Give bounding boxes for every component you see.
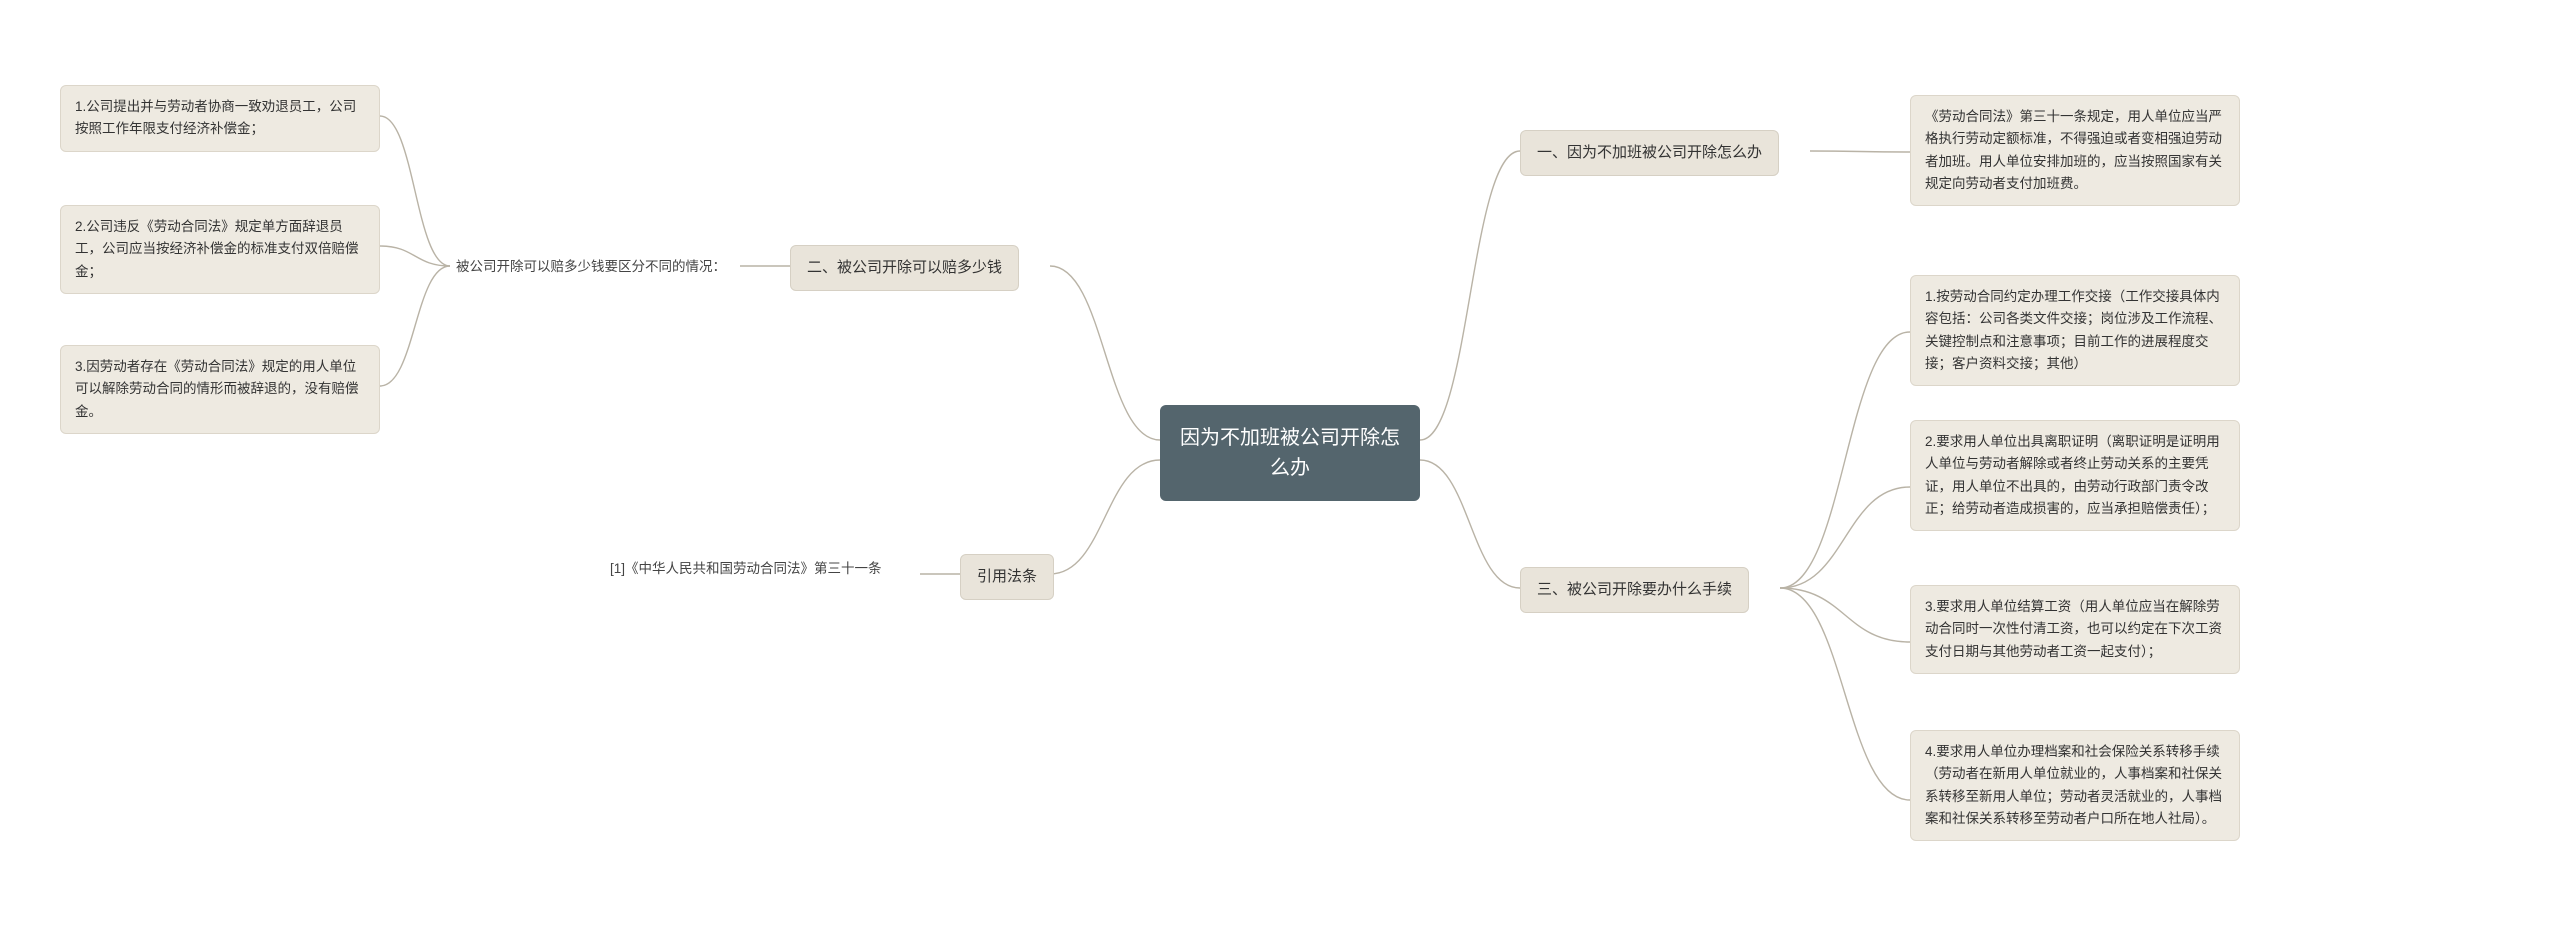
branch-lref: 引用法条: [960, 554, 1054, 600]
branch-l2-sub-text: 被公司开除可以赔多少钱要区分不同的情况：: [456, 259, 726, 274]
branch-r1: 一、因为不加班被公司开除怎么办: [1520, 130, 1779, 176]
leaf-r3-3-text: 4.要求用人单位办理档案和社会保险关系转移手续（劳动者在新用人单位就业的，人事档…: [1925, 744, 2222, 826]
leaf-r3-0-text: 1.按劳动合同约定办理工作交接（工作交接具体内容包括：公司各类文件交接；岗位涉及…: [1925, 289, 2222, 371]
leaf-l2-1: 2.公司违反《劳动合同法》规定单方面辞退员工，公司应当按经济补偿金的标准支付双倍…: [60, 205, 380, 294]
leaf-r3-3: 4.要求用人单位办理档案和社会保险关系转移手续（劳动者在新用人单位就业的，人事档…: [1910, 730, 2240, 841]
branch-r3: 三、被公司开除要办什么手续: [1520, 567, 1749, 613]
leaf-r1-0-text: 《劳动合同法》第三十一条规定，用人单位应当严格执行劳动定额标准，不得强迫或者变相…: [1925, 109, 2222, 191]
branch-lref-sub: [1]《中华人民共和国劳动合同法》第三十一条: [610, 557, 882, 577]
branch-r1-label: 一、因为不加班被公司开除怎么办: [1537, 144, 1762, 161]
leaf-r3-2-text: 3.要求用人单位结算工资（用人单位应当在解除劳动合同时一次性付清工资，也可以约定…: [1925, 599, 2222, 659]
leaf-r3-1: 2.要求用人单位出具离职证明（离职证明是证明用人单位与劳动者解除或者终止劳动关系…: [1910, 420, 2240, 531]
leaf-r3-1-text: 2.要求用人单位出具离职证明（离职证明是证明用人单位与劳动者解除或者终止劳动关系…: [1925, 434, 2220, 516]
leaf-l2-0: 1.公司提出并与劳动者协商一致劝退员工，公司按照工作年限支付经济补偿金；: [60, 85, 380, 152]
leaf-l2-1-text: 2.公司违反《劳动合同法》规定单方面辞退员工，公司应当按经济补偿金的标准支付双倍…: [75, 219, 359, 279]
leaf-l2-0-text: 1.公司提出并与劳动者协商一致劝退员工，公司按照工作年限支付经济补偿金；: [75, 99, 356, 136]
leaf-l2-2-text: 3.因劳动者存在《劳动合同法》规定的用人单位可以解除劳动合同的情形而被辞退的，没…: [75, 359, 359, 419]
leaf-l2-2: 3.因劳动者存在《劳动合同法》规定的用人单位可以解除劳动合同的情形而被辞退的，没…: [60, 345, 380, 434]
leaf-r3-0: 1.按劳动合同约定办理工作交接（工作交接具体内容包括：公司各类文件交接；岗位涉及…: [1910, 275, 2240, 386]
branch-r3-label: 三、被公司开除要办什么手续: [1537, 581, 1732, 598]
branch-lref-sub-text: [1]《中华人民共和国劳动合同法》第三十一条: [610, 561, 882, 576]
leaf-r1-0: 《劳动合同法》第三十一条规定，用人单位应当严格执行劳动定额标准，不得强迫或者变相…: [1910, 95, 2240, 206]
branch-lref-label: 引用法条: [977, 568, 1037, 585]
root-text: 因为不加班被公司开除怎么办: [1180, 427, 1400, 479]
leaf-r3-2: 3.要求用人单位结算工资（用人单位应当在解除劳动合同时一次性付清工资，也可以约定…: [1910, 585, 2240, 674]
root-node: 因为不加班被公司开除怎么办: [1160, 405, 1420, 501]
branch-l2-label: 二、被公司开除可以赔多少钱: [807, 259, 1002, 276]
branch-l2-sub: 被公司开除可以赔多少钱要区分不同的情况：: [456, 255, 726, 275]
branch-l2: 二、被公司开除可以赔多少钱: [790, 245, 1019, 291]
